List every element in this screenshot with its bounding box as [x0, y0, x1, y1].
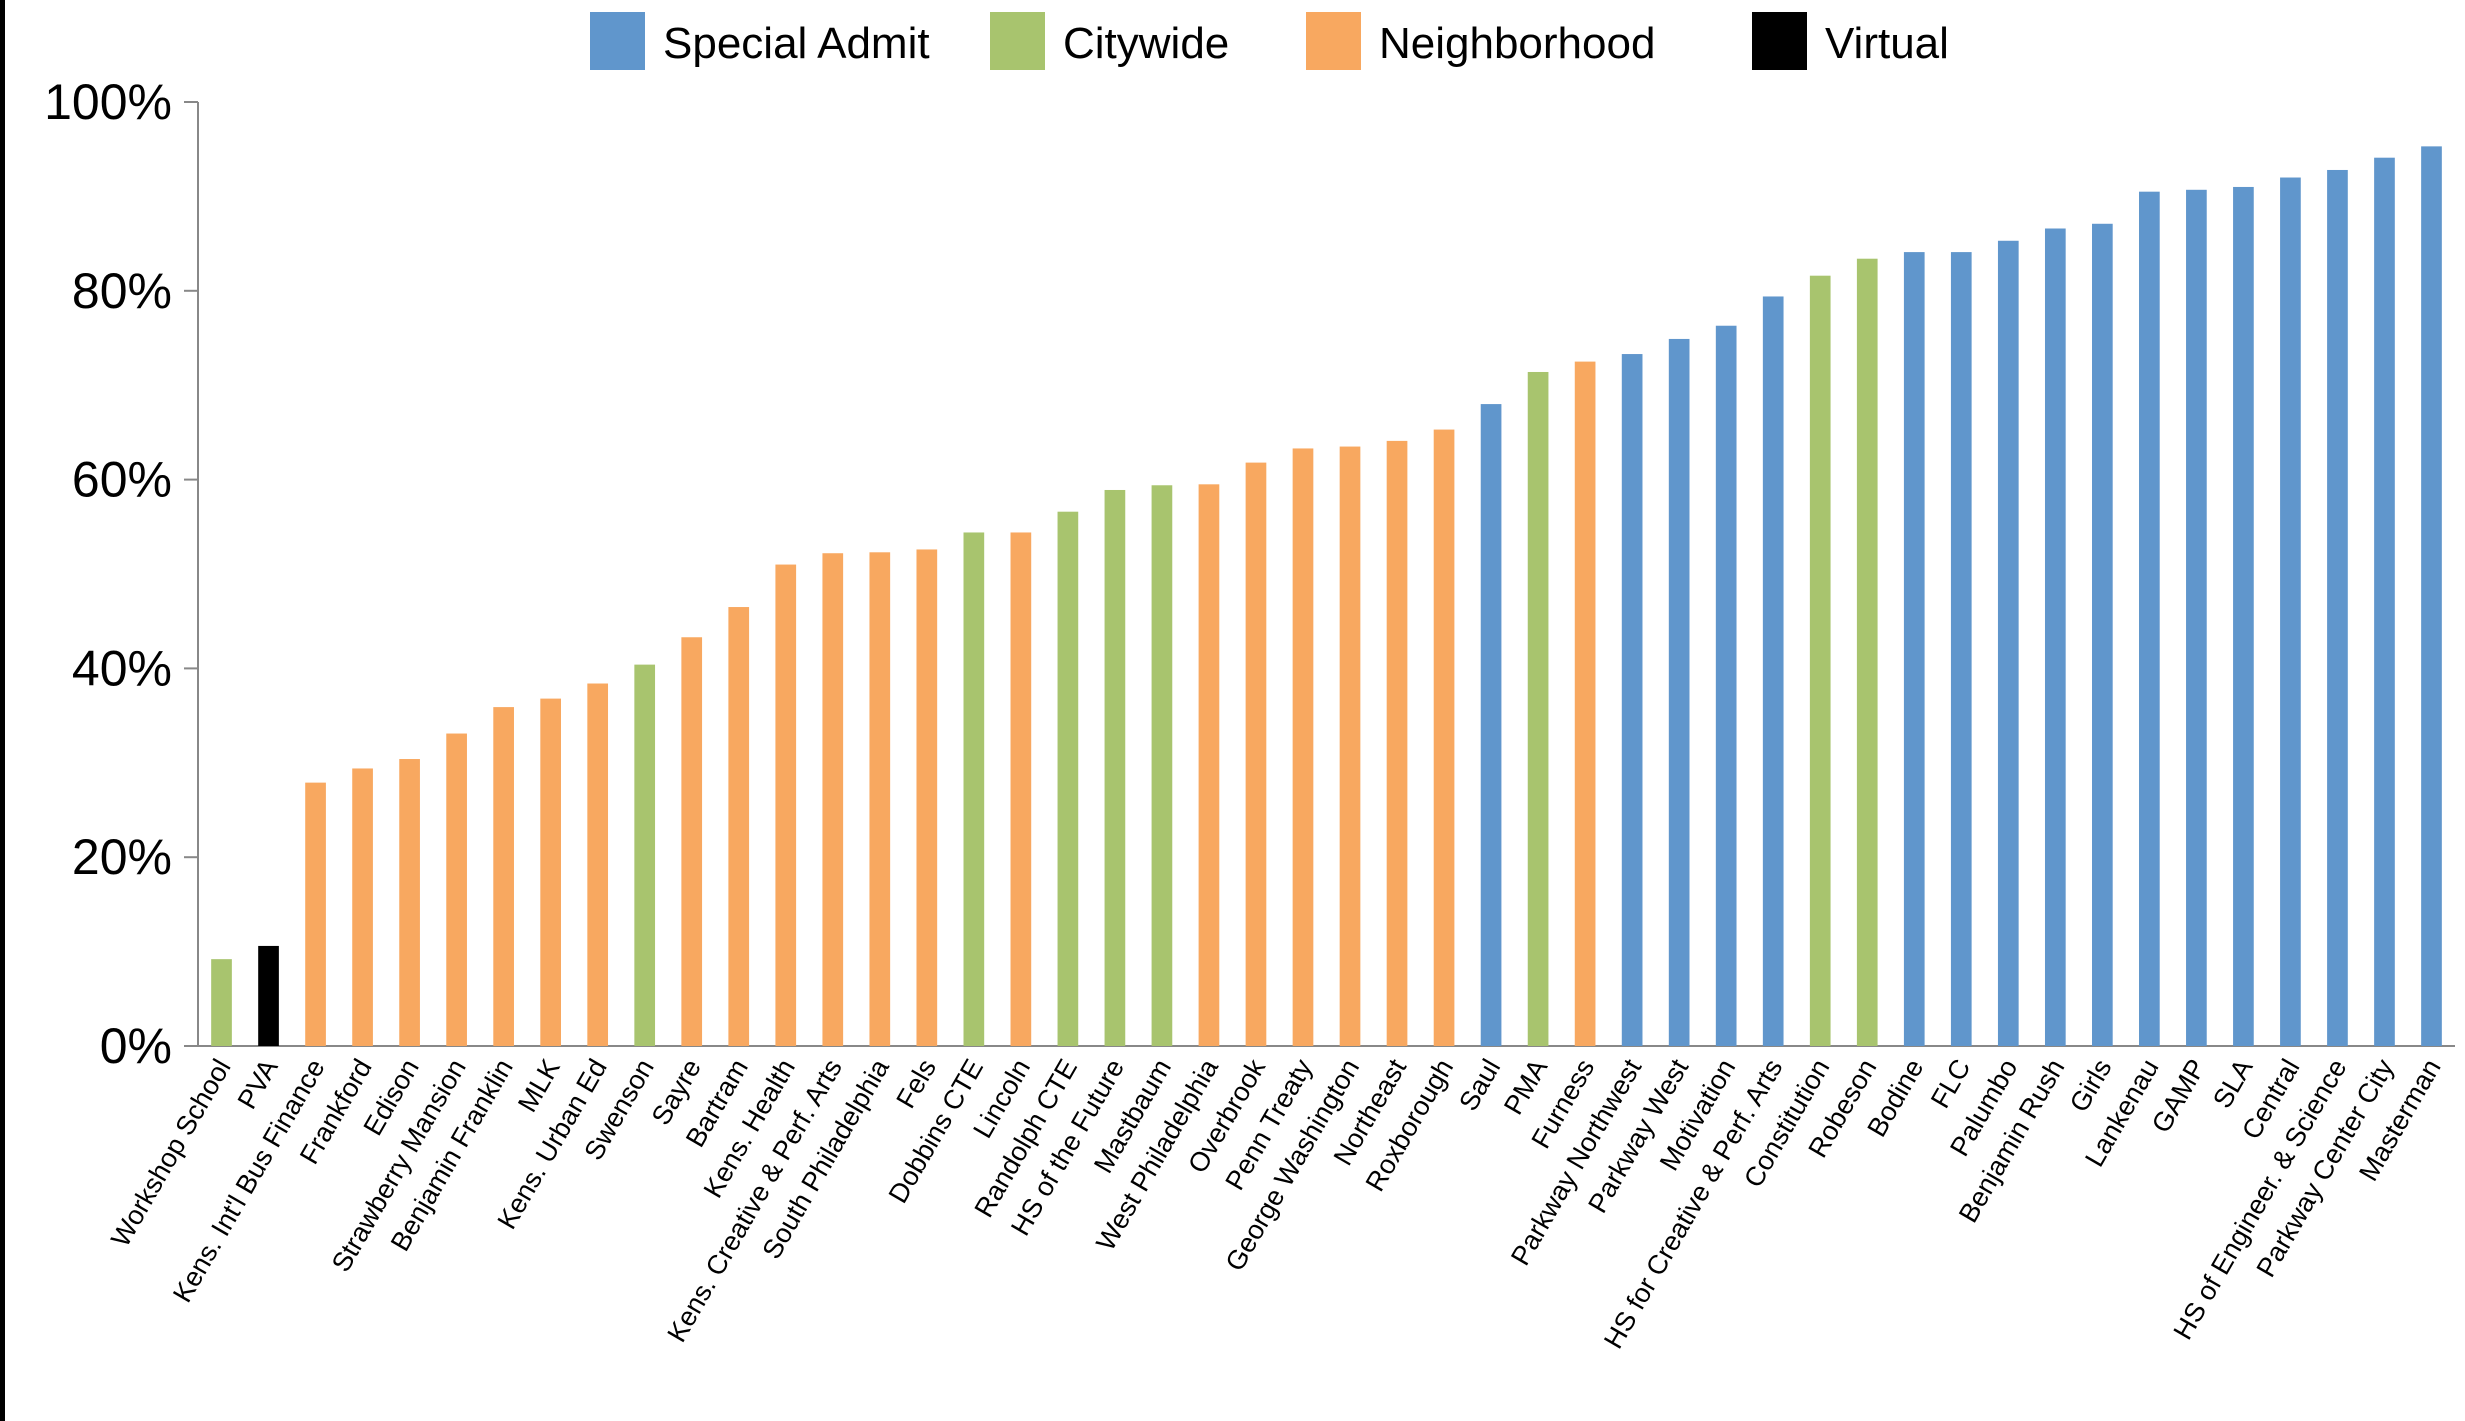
bar: [681, 637, 703, 1046]
legend-swatch-virtual: [1752, 12, 1807, 70]
bar: [1621, 354, 1643, 1047]
bar: [1010, 532, 1032, 1046]
bar: [1668, 338, 1690, 1047]
bar: [728, 607, 750, 1046]
bar: [1057, 511, 1079, 1046]
bar: [352, 768, 373, 1046]
bar: [1480, 404, 1502, 1047]
bar: [2044, 228, 2066, 1047]
bar: [2374, 157, 2395, 1047]
legend-label-virtual: Virtual: [1825, 19, 1949, 68]
bar: [1997, 240, 2019, 1046]
bar: [916, 549, 938, 1046]
bar: [1527, 371, 1549, 1046]
legend-swatch-neighborhood: [1306, 12, 1361, 70]
bar: [1715, 325, 1737, 1046]
bar: [775, 564, 797, 1046]
bar: [1151, 485, 1173, 1046]
bar: [1809, 275, 1831, 1046]
bar: [2421, 146, 2442, 1047]
legend-swatch-citywide: [990, 12, 1045, 70]
bar: [634, 664, 656, 1046]
bar: [1856, 258, 1878, 1047]
bar: [1245, 462, 1267, 1046]
legend-swatch-special: [590, 12, 645, 70]
bar: [446, 733, 467, 1046]
bar: [1903, 252, 1925, 1046]
x-category-label: Saul: [1453, 1054, 1506, 1116]
legend-label-neighborhood: Neighborhood: [1379, 19, 1655, 68]
bar: [2186, 189, 2207, 1047]
bar: [1292, 448, 1314, 1046]
bar: [1339, 446, 1361, 1046]
bar: [822, 553, 844, 1046]
bar: [869, 552, 891, 1046]
y-tick-label: 80%: [72, 263, 172, 319]
bar: [258, 945, 279, 1046]
bar: [1433, 429, 1455, 1046]
bar: [399, 759, 420, 1046]
bar: [2233, 186, 2254, 1046]
bar: [1950, 252, 1972, 1046]
y-tick-label: 40%: [72, 640, 172, 696]
bar: [1104, 489, 1126, 1046]
y-tick-label: 60%: [72, 452, 172, 508]
bar: [2280, 177, 2301, 1046]
bar: [2327, 169, 2348, 1046]
legend-label-special: Special Admit: [663, 19, 930, 68]
bar: [1574, 361, 1596, 1047]
bar: [1386, 440, 1408, 1046]
bar: [2139, 191, 2160, 1046]
bar: [540, 698, 562, 1046]
y-tick-label: 100%: [44, 74, 172, 130]
bar: [211, 959, 232, 1046]
bar: [305, 782, 326, 1046]
bar: [587, 683, 609, 1046]
bar: [1198, 484, 1220, 1046]
bar: [963, 532, 985, 1046]
bar: [493, 707, 514, 1046]
y-tick-label: 0%: [100, 1018, 172, 1074]
y-tick-label: 20%: [72, 829, 172, 885]
legend-label-citywide: Citywide: [1063, 19, 1229, 68]
bar: [2091, 223, 2113, 1046]
bar: [1762, 296, 1784, 1046]
